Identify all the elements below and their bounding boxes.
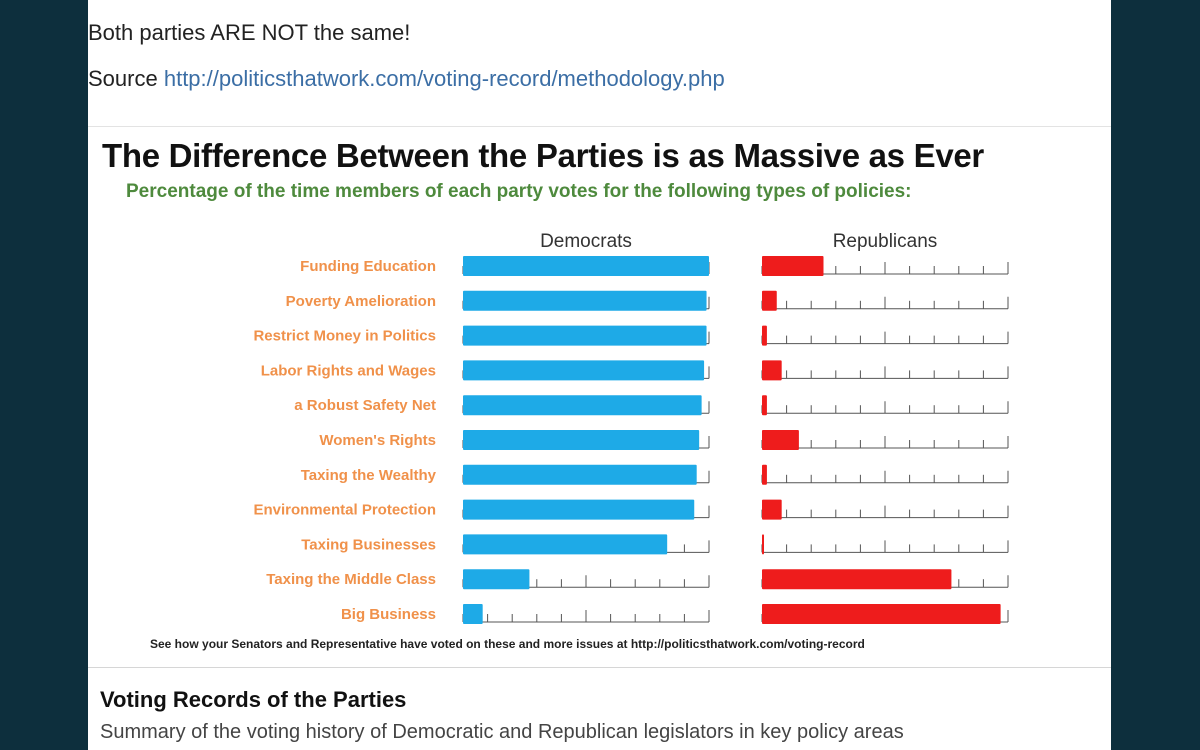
democrats-bar xyxy=(463,325,707,346)
bar-chart: Democrats Republicans Funding Education Pov… xyxy=(253,231,1009,624)
source-link[interactable]: http://politicsthatwork.com/voting-recor… xyxy=(163,66,725,91)
democrats-bar xyxy=(463,534,668,555)
category-label: Funding Education xyxy=(300,258,436,275)
republicans-bar xyxy=(762,430,799,450)
republicans-bar xyxy=(762,360,782,381)
category-label: Taxing Businesses xyxy=(301,536,436,553)
category-label: Taxing the Wealthy xyxy=(301,467,437,484)
democrats-bar xyxy=(463,499,695,520)
post-body: Both parties ARE NOT the same! Source ht… xyxy=(88,0,1111,750)
republicans-bar xyxy=(762,604,1001,624)
chart-image: The Difference Between the Parties is as… xyxy=(88,127,1111,668)
category-label: Labor Rights and Wages xyxy=(261,362,436,379)
bar-axis xyxy=(761,540,1009,553)
democrats-bar xyxy=(463,395,702,416)
category-label: Big Business xyxy=(341,606,436,623)
series-header-1: Republicans xyxy=(833,231,938,252)
category-label: Women's Rights xyxy=(319,432,436,449)
category-label: Taxing the Middle Class xyxy=(266,571,436,588)
source-label: Source xyxy=(88,66,158,91)
bar-axis xyxy=(761,401,1009,414)
footnote-link: http://politicsthatwork.com/voting-recor… xyxy=(630,637,865,651)
republicans-bar xyxy=(762,290,777,311)
bar-axis xyxy=(462,610,710,623)
republicans-bar xyxy=(762,395,767,416)
post-text: Both parties ARE NOT the same! xyxy=(88,20,411,45)
democrats-bar xyxy=(463,604,483,624)
bar-axis xyxy=(761,331,1009,345)
republicans-bar xyxy=(762,325,767,346)
democrats-bar xyxy=(463,256,709,276)
chart-title: The Difference Between the Parties is as… xyxy=(102,137,984,174)
source-line: Source http://politicsthatwork.com/votin… xyxy=(88,66,725,92)
chart-footnote: See how your Senators and Representative… xyxy=(150,637,865,651)
democrats-bar xyxy=(463,290,707,311)
republicans-bar xyxy=(762,569,952,590)
democrats-bar xyxy=(463,360,705,381)
series-header-0: Democrats xyxy=(540,231,632,252)
democrats-bar xyxy=(463,430,700,450)
democrats-bar xyxy=(463,569,530,590)
bar-axis xyxy=(761,296,1009,310)
card-description: Summary of the voting history of Democra… xyxy=(100,721,904,743)
bar-axis xyxy=(761,505,1009,519)
category-label: a Robust Safety Net xyxy=(294,397,436,414)
republicans-bar xyxy=(762,534,764,555)
republicans-bar xyxy=(762,499,782,520)
category-label: Environmental Protection xyxy=(253,502,436,519)
footnote-text: See how your Senators and Representative… xyxy=(150,637,631,651)
democrats-bar xyxy=(463,464,697,485)
bar-axis xyxy=(761,366,1009,379)
republicans-bar xyxy=(762,464,767,485)
chart-subtitle: Percentage of the time members of each p… xyxy=(126,181,912,202)
bar-axis xyxy=(761,470,1009,484)
link-preview-card[interactable]: The Difference Between the Parties is as… xyxy=(88,126,1111,750)
republicans-bar xyxy=(762,256,824,276)
category-label: Restrict Money in Politics xyxy=(253,328,436,345)
card-title: Voting Records of the Parties xyxy=(100,687,407,712)
category-label: Poverty Amelioration xyxy=(286,293,436,310)
